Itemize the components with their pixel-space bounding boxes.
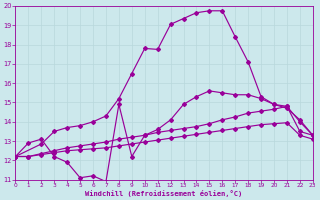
X-axis label: Windchill (Refroidissement éolien,°C): Windchill (Refroidissement éolien,°C) [85,190,243,197]
